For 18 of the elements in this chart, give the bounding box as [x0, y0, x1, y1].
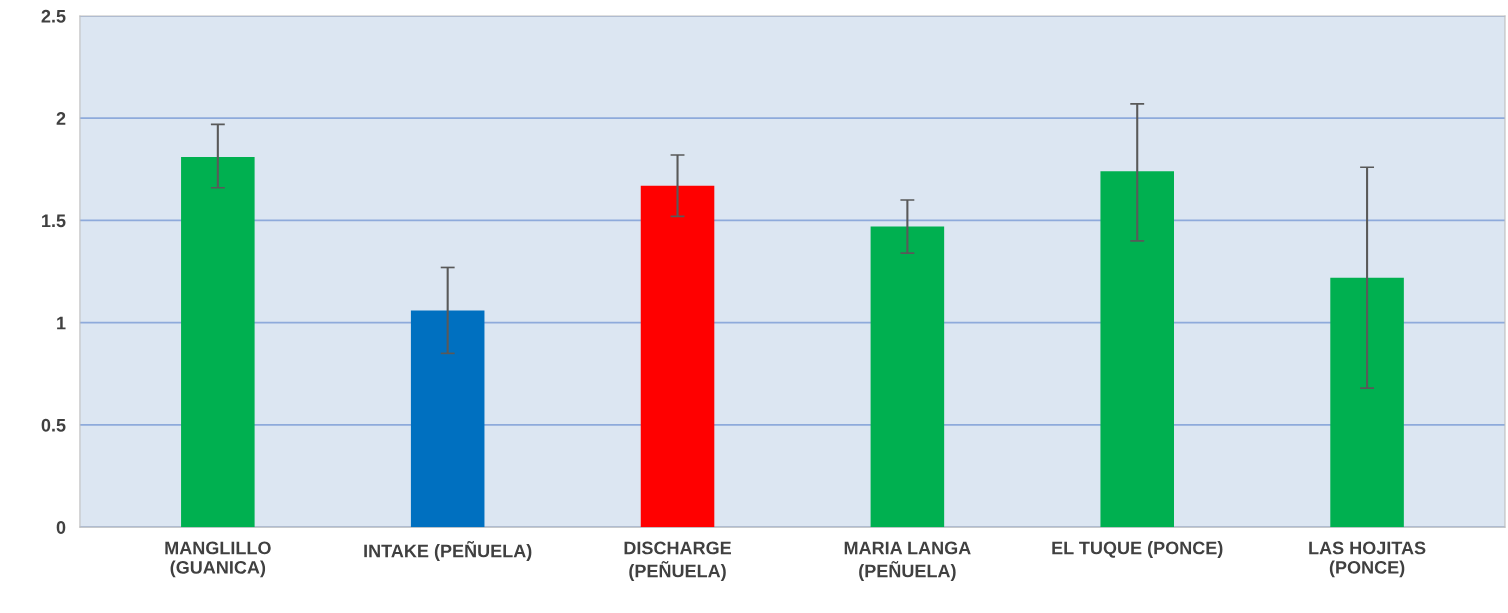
y-tick-label: 0 [56, 521, 66, 534]
bar [1100, 171, 1174, 528]
y-tick-label: 1.5 [42, 214, 66, 228]
x-tick-label: LAS HOJITAS (PONCE) [1309, 541, 1426, 578]
bar [1330, 277, 1404, 528]
y-tick-label: 2 [56, 112, 66, 125]
y-tick-label: 2.5 [41, 9, 66, 23]
bar [640, 185, 715, 528]
bar [410, 310, 485, 528]
y-tick-label: 0.5 [41, 418, 66, 432]
x-tick-label: MARIA LANGA (PEÑUELA) [844, 541, 971, 581]
x-tick-label: INTAKE (PEÑUELA) [364, 541, 532, 561]
y-tick-label: 1 [57, 316, 66, 330]
x-tick-label: DISCHARGE (PEÑUELA) [624, 541, 731, 581]
x-tick-label: EL TUQUE (PONCE) [1052, 541, 1223, 558]
x-tick-label: MANGLILLO (GUANICA) [165, 541, 271, 578]
bar [181, 157, 255, 528]
bar [870, 226, 945, 528]
